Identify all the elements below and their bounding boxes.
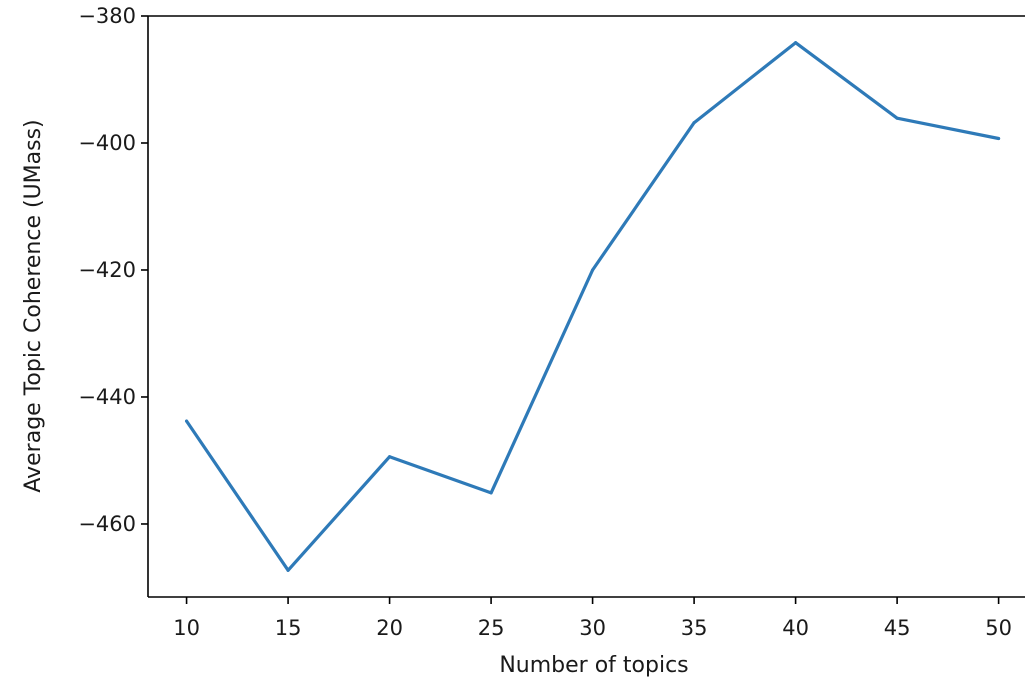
plot-frame	[147, 15, 1025, 598]
y-axis-label: Average Topic Coherence (UMass)	[21, 119, 46, 492]
data-point	[489, 491, 493, 495]
data-point	[591, 268, 595, 272]
y-tick-label: −460	[78, 512, 136, 536]
data-point	[997, 137, 1001, 141]
series-layer	[185, 41, 1001, 572]
x-tick-label: 30	[579, 616, 606, 640]
x-tick-label: 45	[884, 616, 911, 640]
y-tick-label: −380	[78, 4, 136, 28]
series-line	[185, 41, 1001, 572]
data-point	[794, 41, 798, 45]
data-point	[185, 419, 189, 423]
x-tick-label: 50	[985, 616, 1012, 640]
data-point	[286, 568, 290, 572]
y-tick-label: −400	[78, 131, 136, 155]
x-tick-label: 40	[782, 616, 809, 640]
x-axis-label: Number of topics	[499, 653, 688, 678]
data-point	[388, 455, 392, 459]
x-tick-label: 10	[173, 616, 200, 640]
data-point	[692, 121, 696, 125]
x-axis-ticks: 10 15 20 25 30 35 40 45 50	[173, 597, 1012, 640]
y-tick-label: −440	[78, 385, 136, 409]
x-tick-label: 20	[376, 616, 403, 640]
x-tick-label: 35	[681, 616, 708, 640]
data-point	[895, 116, 899, 120]
x-tick-label: 25	[478, 616, 505, 640]
y-tick-label: −420	[78, 258, 136, 282]
y-axis-ticks: −380 −400 −420 −440 −460	[78, 4, 148, 536]
x-tick-label: 15	[275, 616, 302, 640]
